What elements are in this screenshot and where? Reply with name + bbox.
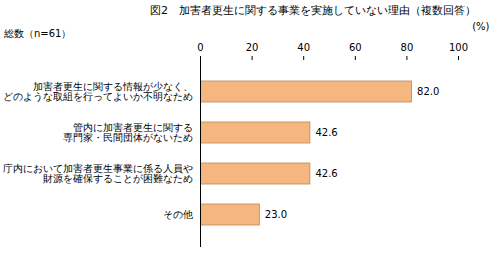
svg-text:(%): (%): [472, 21, 489, 32]
svg-text:20: 20: [246, 42, 259, 53]
svg-text:42.6: 42.6: [315, 168, 337, 179]
svg-text:82.0: 82.0: [417, 86, 439, 97]
svg-text:庁内において加害者更生事業に係る人員や財源を確保することが困: 庁内において加害者更生事業に係る人員や財源を確保することが困難なため: [3, 163, 193, 184]
html-text:図2 加害者更生に関する事業を実施していない理由（複数回答）: 図2 加害者更生に関する事業を実施していない理由（複数回答）: [150, 4, 476, 17]
svg-text:管内に加害者更生に関する専門家・民間団体がないため: 管内に加害者更生に関する専門家・民間団体がないため: [63, 122, 193, 143]
svg-text:加害者更生に関する情報が少なく、どのような取組を行ってよいか: 加害者更生に関する情報が少なく、どのような取組を行ってよいか不明なため: [3, 81, 193, 102]
svg-text:100: 100: [449, 42, 468, 53]
svg-text:42.6: 42.6: [315, 127, 337, 138]
html-text:総数（n=61）: 総数（n=61）: [4, 28, 72, 39]
svg-text:0: 0: [197, 42, 203, 53]
svg-text:40: 40: [297, 42, 310, 53]
svg-text:60: 60: [349, 42, 362, 53]
svg-text:23.0: 23.0: [265, 209, 287, 220]
svg-text:その他: その他: [163, 209, 193, 220]
svg-text:80: 80: [401, 42, 414, 53]
